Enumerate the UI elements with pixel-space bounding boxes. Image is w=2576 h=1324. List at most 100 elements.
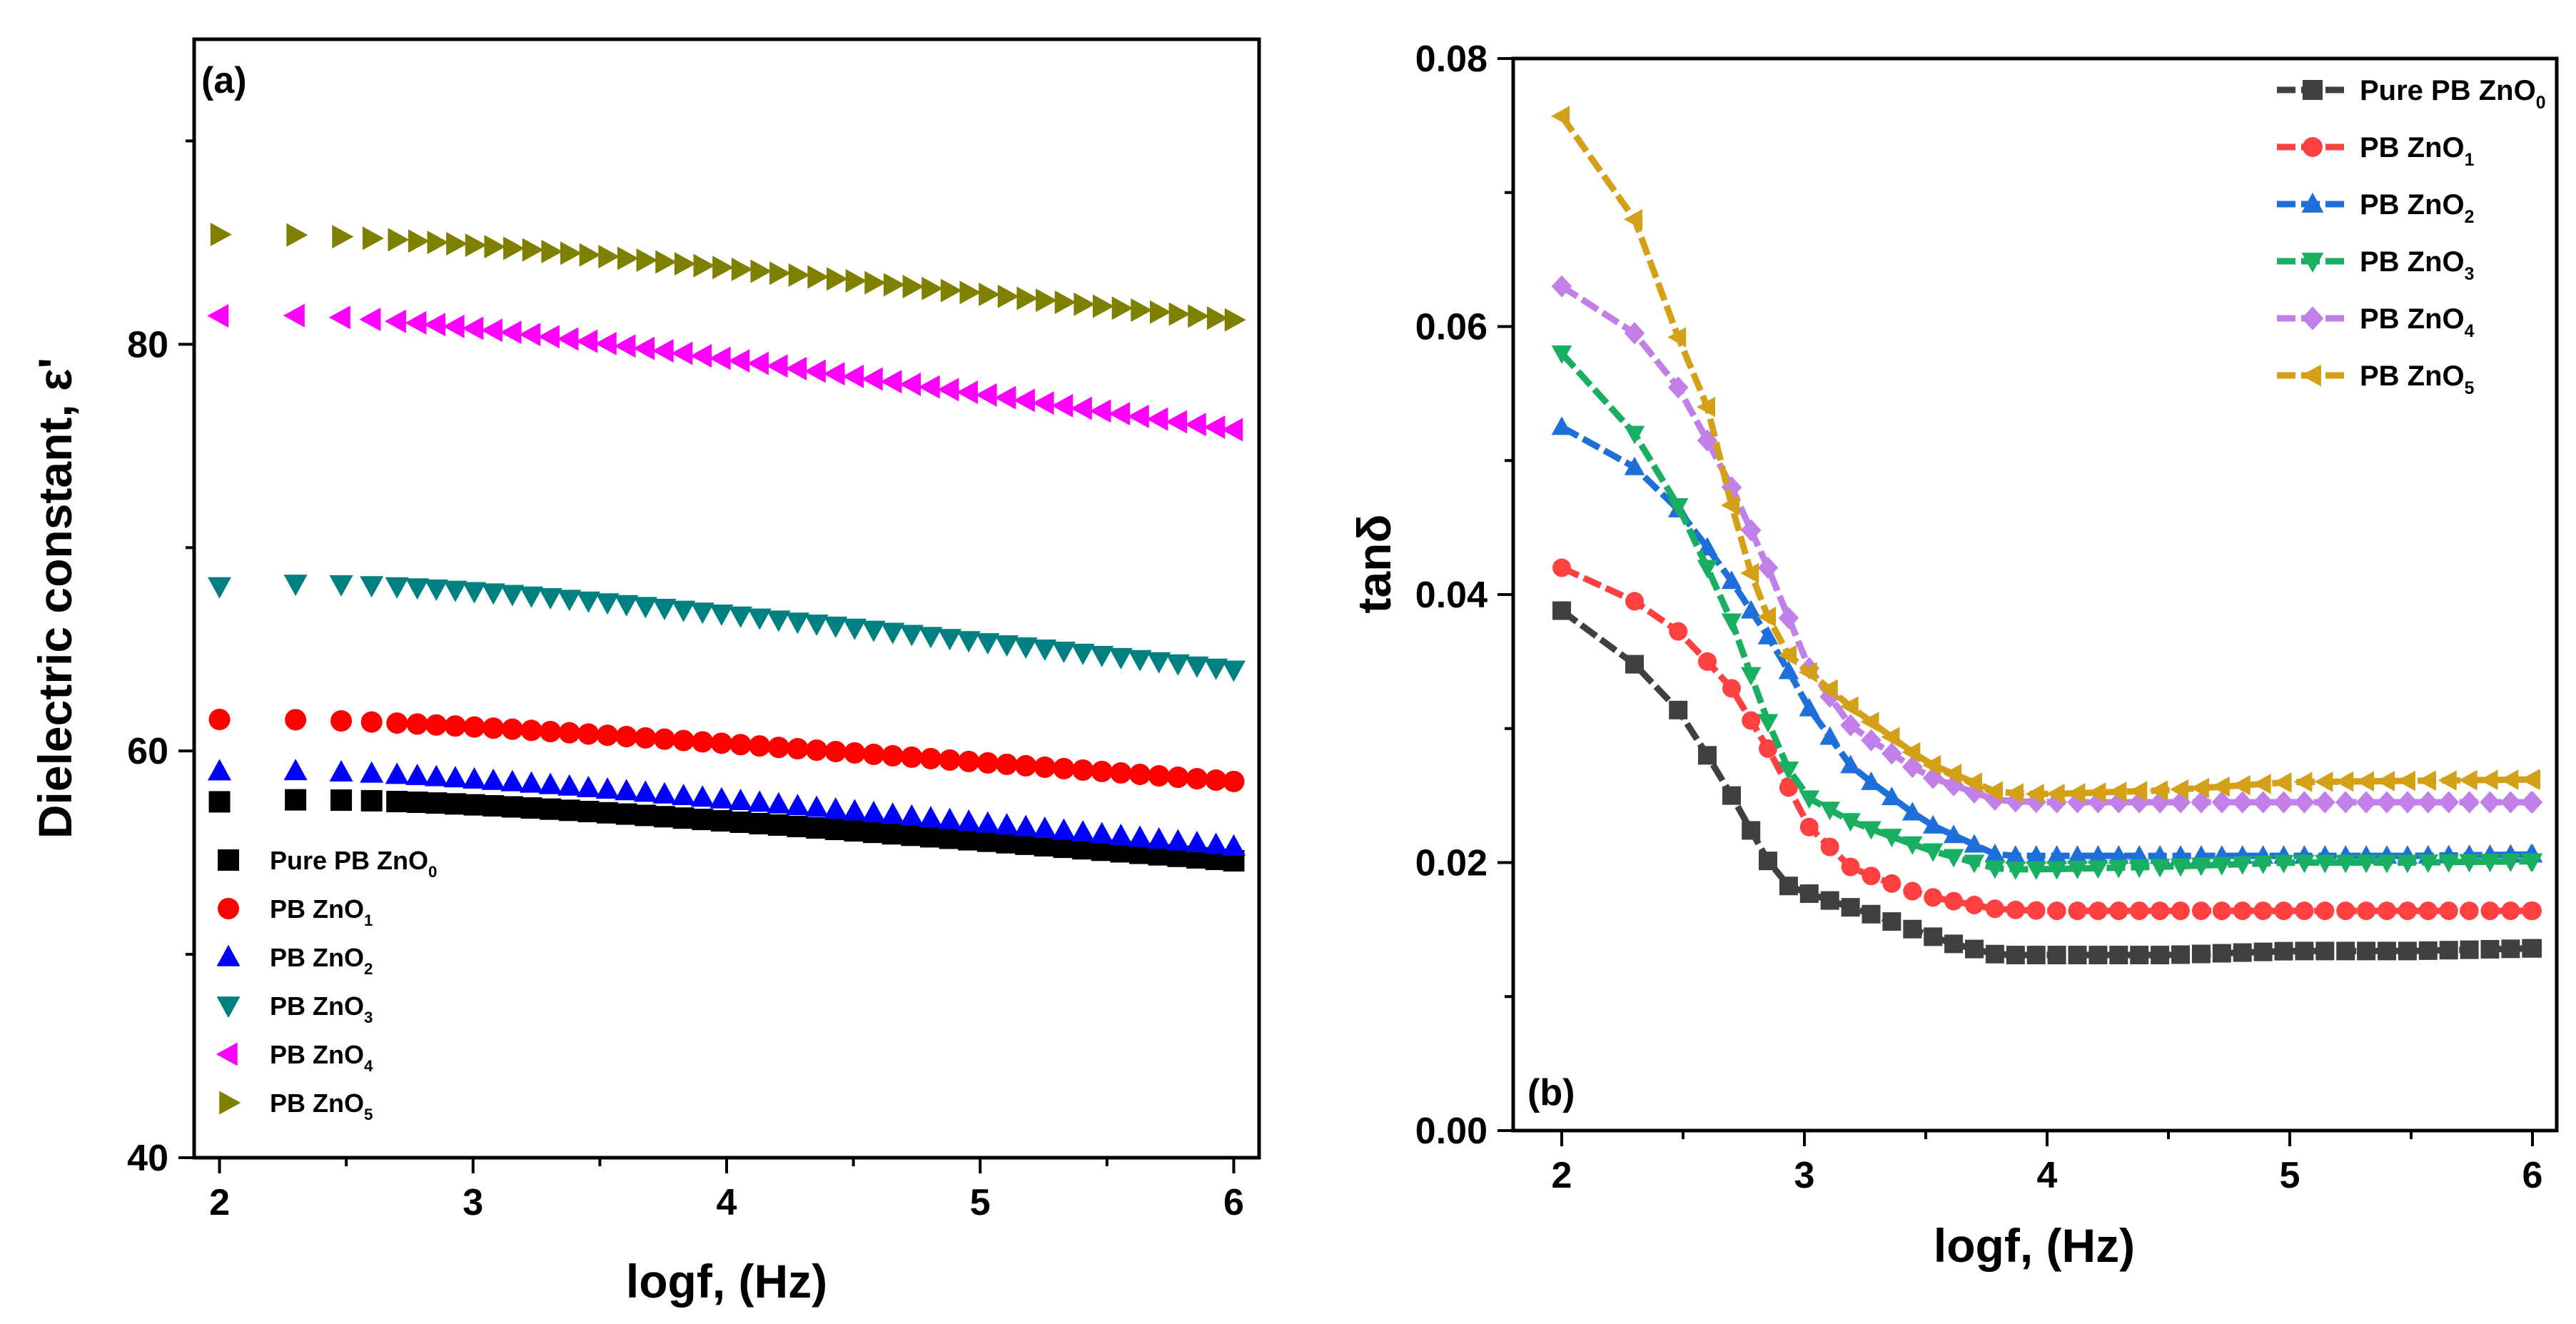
point-b-0-41	[2480, 939, 2500, 959]
point-a-1-2	[330, 710, 353, 732]
point-a-5-21	[712, 256, 734, 280]
point-b-2-5	[1740, 600, 1762, 619]
point-a-1-34	[958, 750, 980, 772]
point-a-4-45	[1166, 410, 1188, 434]
point-b-2-17	[1984, 843, 2006, 862]
point-b-3-23	[2108, 859, 2129, 879]
point-b-4-14	[1922, 767, 1944, 789]
point-b-5-33	[2314, 772, 2333, 792]
point-a-5-16	[617, 246, 639, 271]
point-b-1-36	[2378, 901, 2396, 921]
point-b-3-27	[2191, 857, 2212, 876]
point-b-5-22	[2087, 782, 2106, 803]
series-b-0	[1552, 601, 2542, 965]
point-a-5-27	[827, 267, 849, 291]
point-b-0-22	[2088, 946, 2108, 965]
point-a-5-32	[921, 276, 944, 300]
point-b-4-18	[2005, 790, 2026, 813]
point-a-3-15	[595, 593, 620, 615]
point-b-3-18	[2005, 861, 2026, 880]
series-b-3	[1551, 345, 2543, 880]
point-b-0-23	[2109, 946, 2128, 965]
data-marks-a	[207, 223, 1246, 872]
point-b-5-15	[1943, 763, 1962, 784]
point-a-3-11	[519, 586, 543, 608]
point-a-0-37	[1015, 833, 1037, 855]
point-b-1-14	[1924, 888, 1943, 907]
point-b-3-19	[2026, 861, 2046, 880]
point-b-4-2	[1667, 376, 1689, 399]
point-a-3-5	[405, 578, 430, 600]
point-b-5-5	[1740, 562, 1759, 584]
point-a-3-38	[1033, 639, 1057, 661]
point-b-5-20	[2046, 783, 2065, 804]
point-a-3-9	[481, 583, 505, 605]
point-a-2-2	[329, 759, 353, 782]
point-a-0-20	[692, 809, 714, 831]
point-a-5-17	[636, 248, 658, 273]
point-a-4-5	[405, 310, 427, 335]
point-b-0-9	[1820, 891, 1839, 910]
point-a-2-4	[385, 762, 409, 784]
point-a-0-6	[425, 792, 448, 814]
series-a-4	[207, 303, 1243, 442]
point-a-5-19	[674, 252, 696, 276]
data-marks-b	[1551, 106, 2543, 965]
point-b-3-20	[2046, 861, 2067, 880]
point-b-5-16	[1964, 772, 1983, 793]
point-b-3-42	[2500, 853, 2521, 872]
point-a-4-44	[1146, 407, 1168, 431]
point-a-0-31	[901, 824, 923, 847]
point-a-5-4	[388, 228, 410, 252]
point-b-5-18	[2004, 783, 2024, 804]
point-b-2-0	[1551, 416, 1572, 435]
point-a-1-7	[444, 715, 466, 737]
point-a-0-4	[386, 790, 408, 812]
legend-label-b-0: Pure PB ZnO0	[2360, 75, 2546, 113]
point-b-3-29	[2232, 856, 2253, 875]
point-a-1-28	[844, 742, 866, 764]
point-a-3-26	[804, 615, 829, 637]
plot-frame-a	[192, 37, 1261, 1160]
point-a-0-25	[787, 816, 809, 838]
point-b-5-36	[2376, 771, 2395, 792]
point-b-5-11	[1860, 712, 1879, 732]
point-b-3-15	[1943, 849, 1964, 868]
point-b-2-12	[1882, 787, 1902, 806]
point-b-5-8	[1798, 662, 1817, 683]
point-b-3-8	[1799, 790, 1820, 809]
point-b-1-25	[2151, 901, 2170, 921]
point-b-0-5	[1742, 821, 1761, 840]
point-b-4-10	[1840, 714, 1861, 737]
x-tick-label-a-0: 2	[209, 1182, 230, 1223]
point-b-2-6	[1757, 625, 1779, 645]
legend-label-a-3: PB ZnO3	[270, 991, 373, 1026]
point-a-4-43	[1127, 404, 1149, 428]
point-b-5-3	[1697, 396, 1716, 418]
point-a-3-41	[1090, 645, 1114, 667]
point-b-5-44	[2522, 769, 2541, 790]
point-a-2-40	[1071, 820, 1095, 842]
point-a-4-7	[443, 314, 465, 338]
point-b-4-29	[2232, 791, 2253, 814]
point-b-1-32	[2295, 901, 2314, 921]
point-b-4-19	[2026, 790, 2046, 814]
x-tick-label-b-4: 6	[2522, 1155, 2543, 1196]
point-b-1-18	[2006, 900, 2025, 919]
point-a-2-0	[208, 759, 232, 781]
point-b-4-23	[2108, 791, 2129, 814]
point-a-0-14	[577, 801, 600, 823]
point-a-1-11	[520, 719, 542, 742]
point-b-4-24	[2128, 791, 2150, 814]
point-b-2-11	[1861, 771, 1882, 790]
point-b-2-10	[1840, 754, 1861, 774]
point-a-0-39	[1053, 837, 1075, 859]
legend-marker-a-5	[219, 1091, 241, 1115]
point-b-4-9	[1819, 685, 1840, 708]
point-b-4-22	[2088, 791, 2108, 814]
point-b-1-5	[1742, 711, 1761, 730]
point-b-1-40	[2460, 901, 2479, 921]
point-a-2-37	[1014, 814, 1038, 837]
point-a-2-24	[767, 792, 791, 814]
point-a-2-36	[995, 813, 1019, 835]
